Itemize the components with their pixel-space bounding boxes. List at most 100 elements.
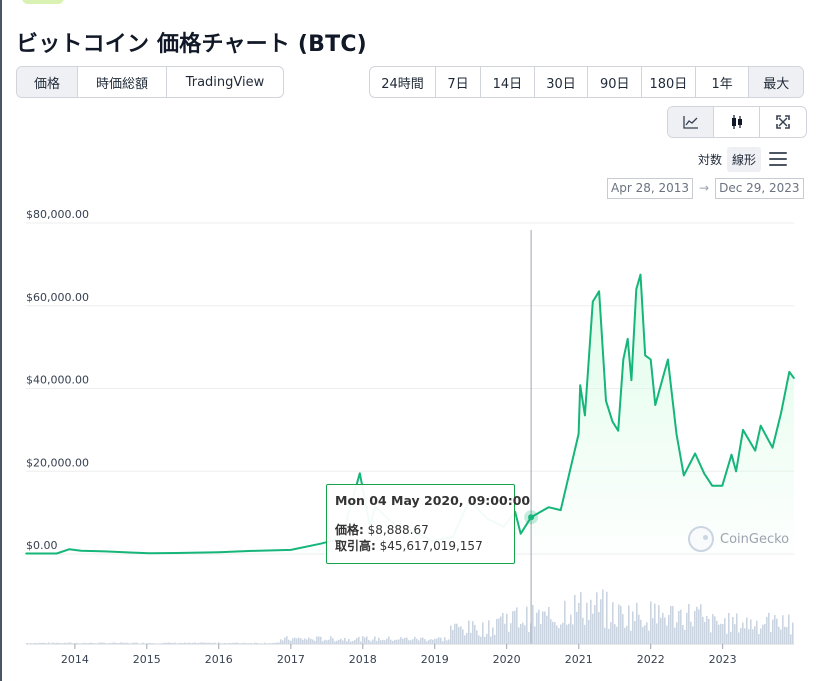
volume-bar [330,636,332,644]
volume-bar [400,637,402,644]
fullscreen-button[interactable] [760,107,806,137]
range-24h[interactable]: 24時間 [370,67,436,97]
volume-bar [70,642,72,644]
volume-bar [552,621,554,644]
scale-linear-option[interactable]: 線形 [727,146,762,172]
range-14d[interactable]: 14日 [481,67,535,97]
date-range: Apr 28, 2013 → Dec 29, 2023 [607,177,804,199]
volume-bar [394,639,396,644]
volume-bar [190,642,192,644]
volume-bar [562,622,564,644]
volume-bar [134,642,136,644]
range-1y[interactable]: 1年 [696,67,750,97]
price-point [675,433,678,435]
volume-bar [126,642,128,644]
volume-bar [458,627,460,644]
volume-bar [452,630,454,644]
scale-log-option[interactable]: 対数 [698,152,723,167]
range-180d[interactable]: 180日 [642,67,696,97]
range-7d[interactable]: 7日 [436,67,481,97]
volume-bar [442,641,444,644]
volume-bar [572,624,574,644]
volume-bar [534,626,536,644]
candlestick-button[interactable] [714,107,760,137]
price-chart[interactable]: $0.00 $20,000.00 $40,000.00 $60,000.00 $80,0… [0,200,816,681]
volume-bar [98,642,100,644]
volume-bar [756,620,758,644]
volume-bar [646,622,648,644]
price-point [771,446,774,449]
volume-bar [716,620,718,644]
tab-market-cap[interactable]: 時価総額 [78,67,167,97]
volume-bar [294,637,296,644]
volume-bar [776,618,778,644]
volume-bar [210,642,212,644]
volume-bar [702,616,704,644]
volume-bar [514,610,516,644]
left-border [0,0,2,681]
volume-bar [614,624,616,644]
volume-bar [378,637,380,644]
volume-bar [478,635,480,644]
volume-bar [550,619,552,644]
price-point [788,371,791,373]
volume-bar [214,642,216,644]
volume-bar [174,642,176,644]
volume-bar [396,639,398,644]
price-point [780,412,782,415]
volume-bar [76,642,78,644]
volume-bar [406,637,408,644]
volume-bar [706,615,708,644]
x-tick-label: 2016 [205,653,233,666]
volume-bar [740,628,742,644]
volume-bar [570,614,572,644]
tooltip-volume-row: 取引高: $45,617,019,157 [335,539,483,553]
date-from-input[interactable]: Apr 28, 2013 [607,177,694,199]
volume-bar [492,627,494,644]
volume-bar [380,640,382,644]
volume-bar [302,639,304,644]
volume-bar [746,617,748,644]
volume-bar [726,633,728,644]
volume-bar [618,604,620,644]
volume-bar [468,620,470,644]
range-90d[interactable]: 90日 [588,67,643,97]
volume-bar [568,623,570,644]
x-tick-label: 2018 [349,653,377,666]
price-point [626,338,629,340]
scale-toggle: 対数 線形 [693,146,788,172]
line-chart-button[interactable] [668,107,714,137]
range-30d[interactable]: 30日 [535,67,589,97]
date-to-input[interactable]: Dec 29, 2023 [715,177,804,199]
volume-bar [480,636,482,644]
price-point [175,552,178,554]
volume-bar [764,623,766,644]
volume-bar [672,606,674,644]
menu-icon[interactable] [769,152,788,166]
volume-bar [488,620,490,644]
volume-bar [630,630,632,644]
volume-bar [732,617,734,644]
volume-bar [122,642,124,644]
tab-tradingview[interactable]: TradingView [185,74,265,90]
volume-bar [548,606,550,644]
tab-price[interactable]: 価格 [17,67,78,97]
range-max[interactable]: 最大 [749,67,804,97]
volume-bar [428,640,430,644]
volume-bar [48,642,50,644]
header-accent [22,0,64,4]
x-tick-label: 2015 [133,653,161,666]
volume-bar [724,618,726,644]
volume-bar [560,624,562,644]
volume-bar [304,638,306,644]
volume-bar [390,639,392,644]
volume-bar [356,637,358,644]
volume-bar [436,638,438,644]
volume-bar [710,632,712,644]
volume-bar [64,642,66,644]
volume-bar [694,610,696,644]
volume-bar [608,628,610,644]
volume-bar [368,639,370,644]
y-tick-label: $0.00 [26,539,58,552]
volume-bar [494,634,496,644]
